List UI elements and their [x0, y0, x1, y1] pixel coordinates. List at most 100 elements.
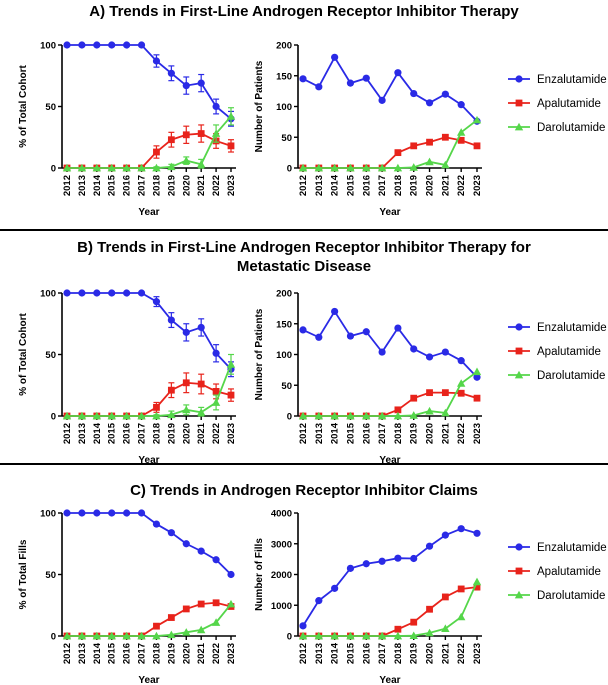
data-point	[137, 163, 146, 172]
data-point	[377, 163, 387, 172]
x-tick-label: 2022	[211, 423, 222, 444]
x-tick-label: 2013	[314, 423, 325, 444]
x-tick-label: 2018	[393, 643, 404, 664]
data-point	[394, 554, 402, 562]
legend-label: Apalutamide	[537, 566, 601, 578]
data-point	[107, 631, 116, 640]
series-line	[303, 370, 478, 417]
series-line	[302, 309, 478, 378]
y-tick-label: 1000	[271, 601, 292, 612]
data-point	[394, 625, 402, 633]
x-tick-label: 2014	[92, 422, 103, 444]
x-tick-label: 2013	[314, 175, 325, 196]
x-tick-label: 2020	[181, 175, 192, 196]
data-point	[212, 349, 220, 357]
x-tick-label: 2018	[393, 423, 404, 444]
data-point	[167, 614, 175, 621]
x-tick-label: 2020	[181, 423, 192, 444]
data-point	[167, 136, 175, 144]
x-tick-label: 2013	[77, 175, 88, 196]
chart-b-left: 0 50 100 2012 2013 2014 2015 2016 2017 2018 2019 20…	[18, 289, 237, 467]
data-point	[93, 509, 101, 517]
x-axis-label: Year	[138, 675, 159, 685]
x-tick-label: 2019	[166, 175, 177, 196]
y-tick-label: 50	[45, 570, 56, 581]
y-tick-label: 0	[51, 412, 56, 423]
data-point	[425, 99, 434, 107]
x-tick-label: 2021	[440, 642, 451, 664]
x-tick-label: 2012	[62, 423, 73, 444]
y-tick-label: 0	[51, 632, 56, 643]
legend-label: Enzalutamide	[537, 74, 607, 86]
y-tick-label: 0	[51, 164, 56, 175]
x-axis-label: Year	[379, 207, 400, 218]
data-point	[226, 360, 236, 368]
data-point	[410, 394, 418, 402]
data-point	[93, 41, 101, 49]
data-point	[63, 289, 71, 297]
x-tick-label: 2023	[472, 643, 483, 664]
x-tick-label: 2018	[151, 175, 162, 196]
series-apalutamide	[299, 389, 481, 420]
data-point	[197, 79, 205, 87]
x-tick-label: 2017	[137, 423, 148, 444]
x-tick-label: 2020	[425, 643, 436, 664]
y-tick-label: 4000	[271, 509, 292, 520]
data-point	[299, 75, 307, 83]
data-point	[226, 599, 236, 608]
data-point	[182, 628, 191, 636]
y-axis-label: % of Total Cohort	[18, 65, 29, 148]
y-tick-label: 0	[287, 164, 292, 175]
x-tick-label: 2014	[92, 174, 103, 196]
x-axis-label: Year	[379, 675, 400, 685]
data-point	[77, 631, 87, 640]
data-point	[393, 163, 403, 172]
x-tick-label: 2012	[62, 643, 73, 664]
series-darolutamide	[62, 107, 236, 172]
data-point	[457, 357, 465, 365]
x-axis-label: Year	[138, 455, 159, 466]
x-tick-label: 2023	[226, 423, 237, 444]
data-point	[182, 405, 191, 414]
legend-marker	[515, 567, 523, 575]
data-point	[425, 542, 434, 550]
data-point	[425, 353, 434, 361]
y-tick-label: 150	[276, 71, 292, 82]
data-point	[137, 289, 146, 297]
x-tick-label: 2021	[196, 422, 207, 444]
data-point	[410, 89, 418, 98]
section-divider-ab	[0, 229, 608, 231]
data-point	[362, 411, 371, 420]
data-point	[196, 408, 206, 416]
data-point	[212, 388, 220, 395]
series-apalutamide	[63, 372, 235, 420]
data-point	[346, 332, 355, 340]
x-tick-label: 2022	[456, 423, 467, 444]
legend-marker	[515, 99, 523, 107]
y-tick-label: 100	[276, 102, 292, 113]
x-tick-label: 2020	[425, 423, 436, 444]
series-line	[302, 527, 478, 627]
y-tick-label: 200	[276, 289, 292, 300]
x-tick-label: 2014	[330, 174, 341, 196]
data-point	[441, 133, 449, 141]
data-point	[425, 157, 434, 166]
y-tick-label: 50	[45, 102, 56, 113]
data-point	[153, 622, 160, 630]
data-point	[152, 520, 161, 528]
data-point	[457, 585, 465, 593]
x-tick-label: 2017	[137, 175, 148, 196]
series-enzalutamide	[63, 289, 235, 378]
legend: Enzalutamide Apalutamide Darolutamide	[508, 322, 607, 382]
data-point	[78, 509, 86, 517]
y-axis-label: % of Total Cohort	[18, 313, 29, 396]
y-tick-label: 100	[276, 350, 292, 361]
data-point	[314, 631, 324, 640]
x-tick-label: 2017	[377, 175, 388, 196]
x-tick-label: 2019	[409, 643, 420, 664]
data-point	[62, 163, 72, 172]
x-tick-label: 2012	[62, 175, 73, 196]
chart-c-left: 0 50 100 2012 2013 2014 2015 2016 2017 2018 2019 20…	[18, 509, 237, 685]
series-line	[67, 364, 232, 417]
data-point	[410, 345, 418, 353]
